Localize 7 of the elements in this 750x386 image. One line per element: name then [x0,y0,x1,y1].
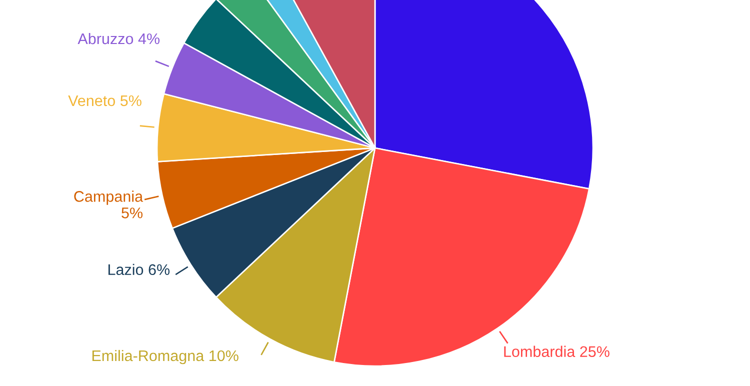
slice-label: Lazio 6% [108,264,170,276]
slice-label: Lombardia 25% [504,346,610,358]
slice-label: Abruzzo 4% [78,32,160,44]
slice-label: Veneto 5% [68,95,142,106]
slice-label: Campania [74,190,144,205]
data-label: 5% [122,208,143,218]
legend-label: Emilia-Romagna 10% [92,350,238,364]
